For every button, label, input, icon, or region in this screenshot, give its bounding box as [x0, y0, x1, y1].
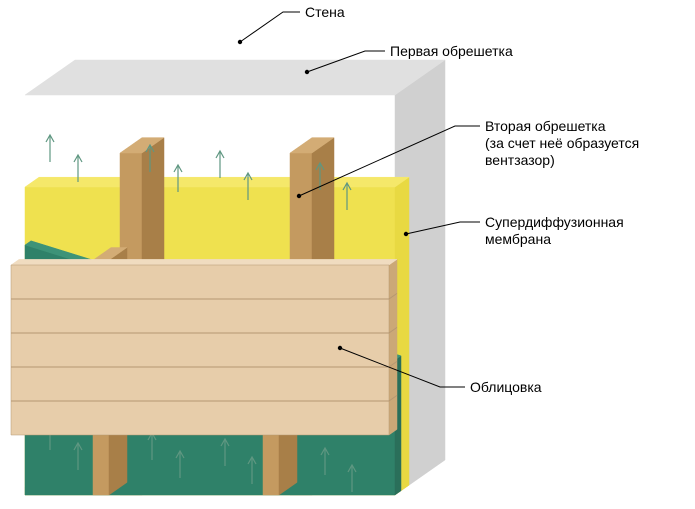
svg-text:Стена: Стена: [305, 4, 345, 20]
svg-text:мембрана: мембрана: [485, 231, 551, 247]
svg-text:(за счет неё образуется: (за счет неё образуется: [485, 135, 639, 151]
svg-text:Облицовка: Облицовка: [470, 379, 542, 395]
svg-text:Первая обрешетка: Первая обрешетка: [390, 43, 513, 59]
svg-text:Вторая обрешетка: Вторая обрешетка: [485, 118, 606, 134]
svg-text:Супердиффузионная: Супердиффузионная: [485, 214, 624, 230]
svg-text:вентзазор): вентзазор): [485, 152, 555, 168]
